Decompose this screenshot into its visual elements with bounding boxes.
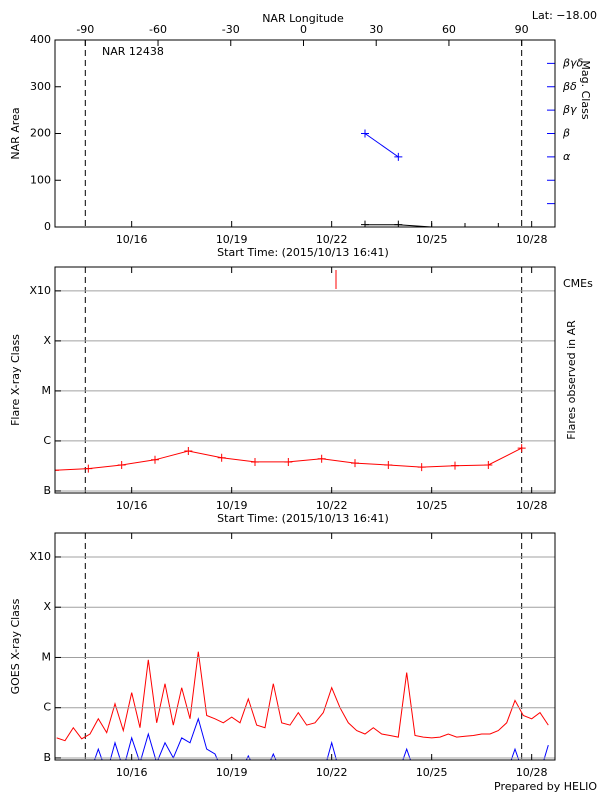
point	[384, 461, 393, 470]
plot-area	[55, 267, 526, 493]
cme-label: CMEs	[563, 277, 593, 290]
x2-tick-label: -60	[149, 23, 167, 36]
series-line	[56, 651, 549, 742]
point	[361, 129, 369, 138]
point	[351, 459, 359, 468]
y-tick-label: 300	[30, 80, 51, 93]
series-line	[364, 133, 399, 158]
y-tick-label: X10	[29, 284, 51, 297]
y-tick-label: 0	[44, 220, 51, 233]
point	[117, 461, 126, 470]
x-tick-label: 10/19	[216, 766, 248, 779]
point	[217, 453, 226, 462]
x2-tick-label: -30	[222, 23, 240, 36]
y-tick-label: 100	[30, 173, 51, 186]
y2-tick-label: β	[562, 127, 570, 140]
x-tick-label: 10/28	[516, 766, 548, 779]
point	[517, 444, 526, 453]
y2-tick-label: βγ	[562, 103, 577, 116]
series-line	[365, 224, 499, 227]
point	[451, 461, 459, 470]
y-axis-title: NAR Area	[9, 107, 22, 159]
x-tick-label: 10/16	[116, 233, 148, 246]
x-tick-label: 10/19	[216, 499, 248, 512]
y2-tick-label: βδ	[562, 80, 577, 93]
x-axis-title: Start Time: (2015/10/13 16:41)	[217, 246, 389, 259]
point	[317, 454, 326, 463]
plot-frame	[54, 266, 556, 494]
chart-title: NAR 12438	[102, 45, 164, 58]
point	[394, 152, 403, 161]
series-line	[94, 717, 549, 760]
point	[184, 446, 193, 455]
panel: B C M X X10 10/16 10/19 10/22 10/25 10/28 CMEs Star…	[9, 266, 593, 525]
point	[251, 457, 259, 466]
point	[361, 220, 369, 227]
y-tick-label: X	[43, 334, 51, 347]
y-tick-label: M	[42, 650, 52, 663]
x2-tick-label: -90	[76, 23, 94, 36]
x2-tick-label: 60	[442, 23, 456, 36]
y2-axis-title: Flares observed in AR	[565, 320, 578, 440]
y-tick-label: C	[43, 701, 51, 714]
y-axis-title: Flare X-ray Class	[9, 334, 22, 426]
x-tick-label: 10/16	[116, 499, 148, 512]
x2-axis-title: NAR Longitude	[262, 12, 344, 25]
x-tick-label: 10/19	[216, 233, 248, 246]
y-tick-label: B	[43, 751, 51, 764]
y-tick-label: C	[43, 434, 51, 447]
point	[151, 455, 159, 464]
y2-tick-label: βγδ	[562, 56, 584, 69]
y-tick-label: X10	[29, 550, 51, 563]
footer: Prepared by HELIO	[494, 780, 597, 793]
x-tick-label: 10/16	[116, 766, 148, 779]
point	[461, 223, 469, 227]
y2-tick-label: α	[563, 150, 571, 163]
panel: B C M X X10 10/16 10/19 10/22 10/25 10/28 GOES X-r…	[9, 532, 597, 793]
y-tick-label: M	[42, 384, 52, 397]
x-tick-label: 10/22	[316, 499, 348, 512]
point	[494, 223, 503, 227]
point	[417, 463, 426, 472]
y-tick-label: 200	[30, 127, 51, 140]
y-tick-label: X	[43, 600, 51, 613]
y2-axis-title: Mag. Class	[579, 60, 592, 119]
plot-frame	[54, 532, 556, 761]
y-axis-title: GOES X-ray Class	[9, 598, 22, 694]
x-tick-label: 10/22	[316, 766, 348, 779]
x-tick-label: 10/25	[416, 233, 448, 246]
x-tick-label: 10/28	[516, 233, 548, 246]
point	[284, 457, 293, 466]
plot-area	[84, 40, 523, 227]
chart-subtitle: Lat: −18.00	[532, 9, 597, 22]
y-tick-label: B	[43, 484, 51, 497]
x-axis-title: Start Time: (2015/10/13 16:41)	[217, 512, 389, 525]
point	[394, 220, 403, 227]
x-tick-label: 10/28	[516, 499, 548, 512]
point	[55, 466, 59, 475]
x2-tick-label: 90	[515, 23, 529, 36]
x-tick-label: 10/25	[416, 499, 448, 512]
x-tick-label: 10/22	[316, 233, 348, 246]
x-tick-label: 10/25	[416, 766, 448, 779]
x2-tick-label: 30	[369, 23, 383, 36]
y-tick-label: 400	[30, 33, 51, 46]
x2-tick-label: 0	[300, 23, 307, 36]
plot-area	[56, 533, 549, 760]
point	[84, 464, 93, 473]
plot-frame	[54, 39, 556, 228]
point	[484, 461, 493, 470]
